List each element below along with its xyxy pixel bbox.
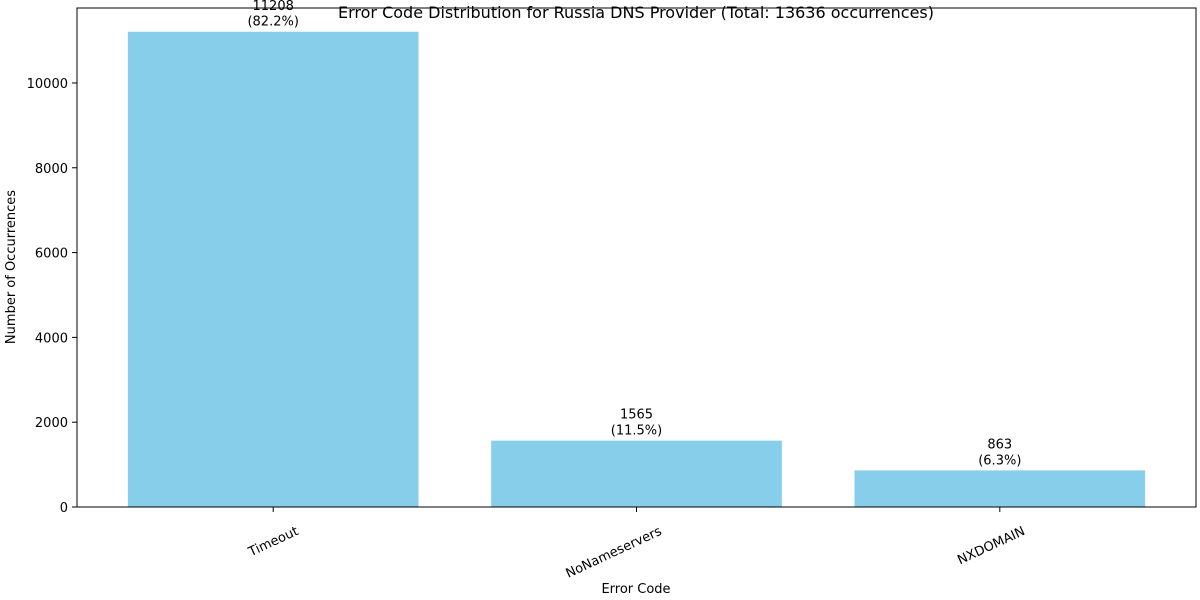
bar-nxdomain: [854, 470, 1146, 507]
y-tick-label: 8000: [35, 162, 68, 177]
bar-value-label: 863 (6.3%): [978, 437, 1021, 468]
bar-nonameservers: [491, 440, 782, 507]
y-tick-label: 0: [60, 501, 68, 516]
x-axis-label: Error Code: [601, 582, 670, 597]
x-tick-label: NoNameservers: [564, 524, 665, 582]
y-tick-label: 6000: [35, 247, 68, 262]
x-tick-label: Timeout: [245, 524, 300, 560]
plot-area: 11208 (82.2%) 1565 (11.5%) 863 (6.3%) 0 2000 400…: [27, 0, 1197, 582]
chart-title: Error Code Distribution for Russia DNS P…: [338, 3, 934, 22]
y-tick-label: 4000: [35, 331, 68, 346]
bar-value-label: 11208 (82.2%): [247, 0, 298, 30]
y-tick-label: 2000: [35, 416, 68, 431]
bar-value-label: 1565 (11.5%): [611, 408, 662, 439]
bar-timeout: [127, 31, 419, 507]
y-axis-label: Number of Occurrences: [4, 190, 19, 344]
y-tick-label: 10000: [27, 77, 68, 92]
x-tick-label: NXDOMAIN: [955, 524, 1027, 568]
